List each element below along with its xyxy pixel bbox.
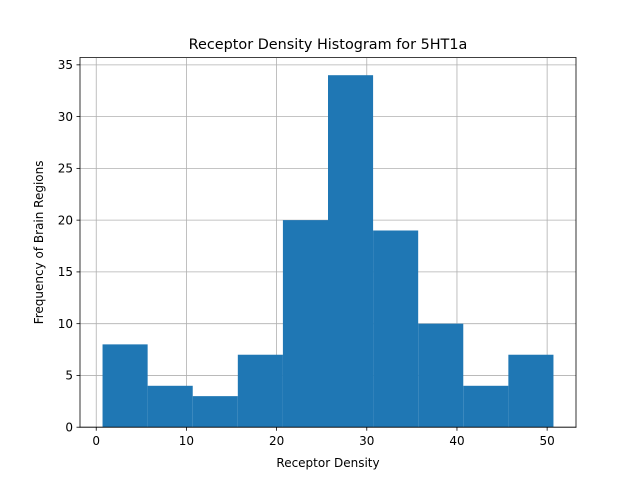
histogram-bar [328, 75, 374, 428]
tick-marks-and-labels: 0 10 20 30 40 50 0 5 10 15 20 25 30 35 [58, 58, 555, 448]
y-tick-label: 20 [58, 213, 73, 227]
x-tick-label: 50 [540, 434, 555, 448]
x-tick-label: 40 [449, 434, 464, 448]
y-axis-label: Frequency of Brain Regions [32, 161, 46, 325]
histogram-bar [147, 385, 193, 428]
chart-title: Receptor Density Histogram for 5HT1a [189, 37, 468, 53]
y-tick-label: 35 [58, 58, 73, 72]
histogram-bar [373, 230, 419, 428]
x-tick-label: 20 [269, 434, 284, 448]
y-tick-label: 25 [58, 162, 73, 176]
x-axis-label: Receptor Density [276, 456, 379, 470]
histogram-bar [508, 354, 554, 428]
x-tick-label: 30 [359, 434, 374, 448]
histogram-bar [463, 385, 509, 428]
y-tick-label: 15 [58, 265, 73, 279]
y-tick-label: 30 [58, 110, 73, 124]
histogram-bar [282, 220, 328, 428]
x-tick-label: 10 [179, 434, 194, 448]
histogram-bar [192, 396, 238, 428]
histogram-bar [237, 354, 283, 428]
axes [79, 57, 577, 428]
histogram-bar [418, 323, 464, 428]
y-tick-label: 10 [58, 317, 73, 331]
histogram-bar [102, 344, 148, 428]
y-tick-label: 5 [65, 369, 73, 383]
y-tick-label: 0 [65, 421, 73, 435]
x-tick-label: 0 [92, 434, 100, 448]
histogram-bars [102, 75, 554, 428]
